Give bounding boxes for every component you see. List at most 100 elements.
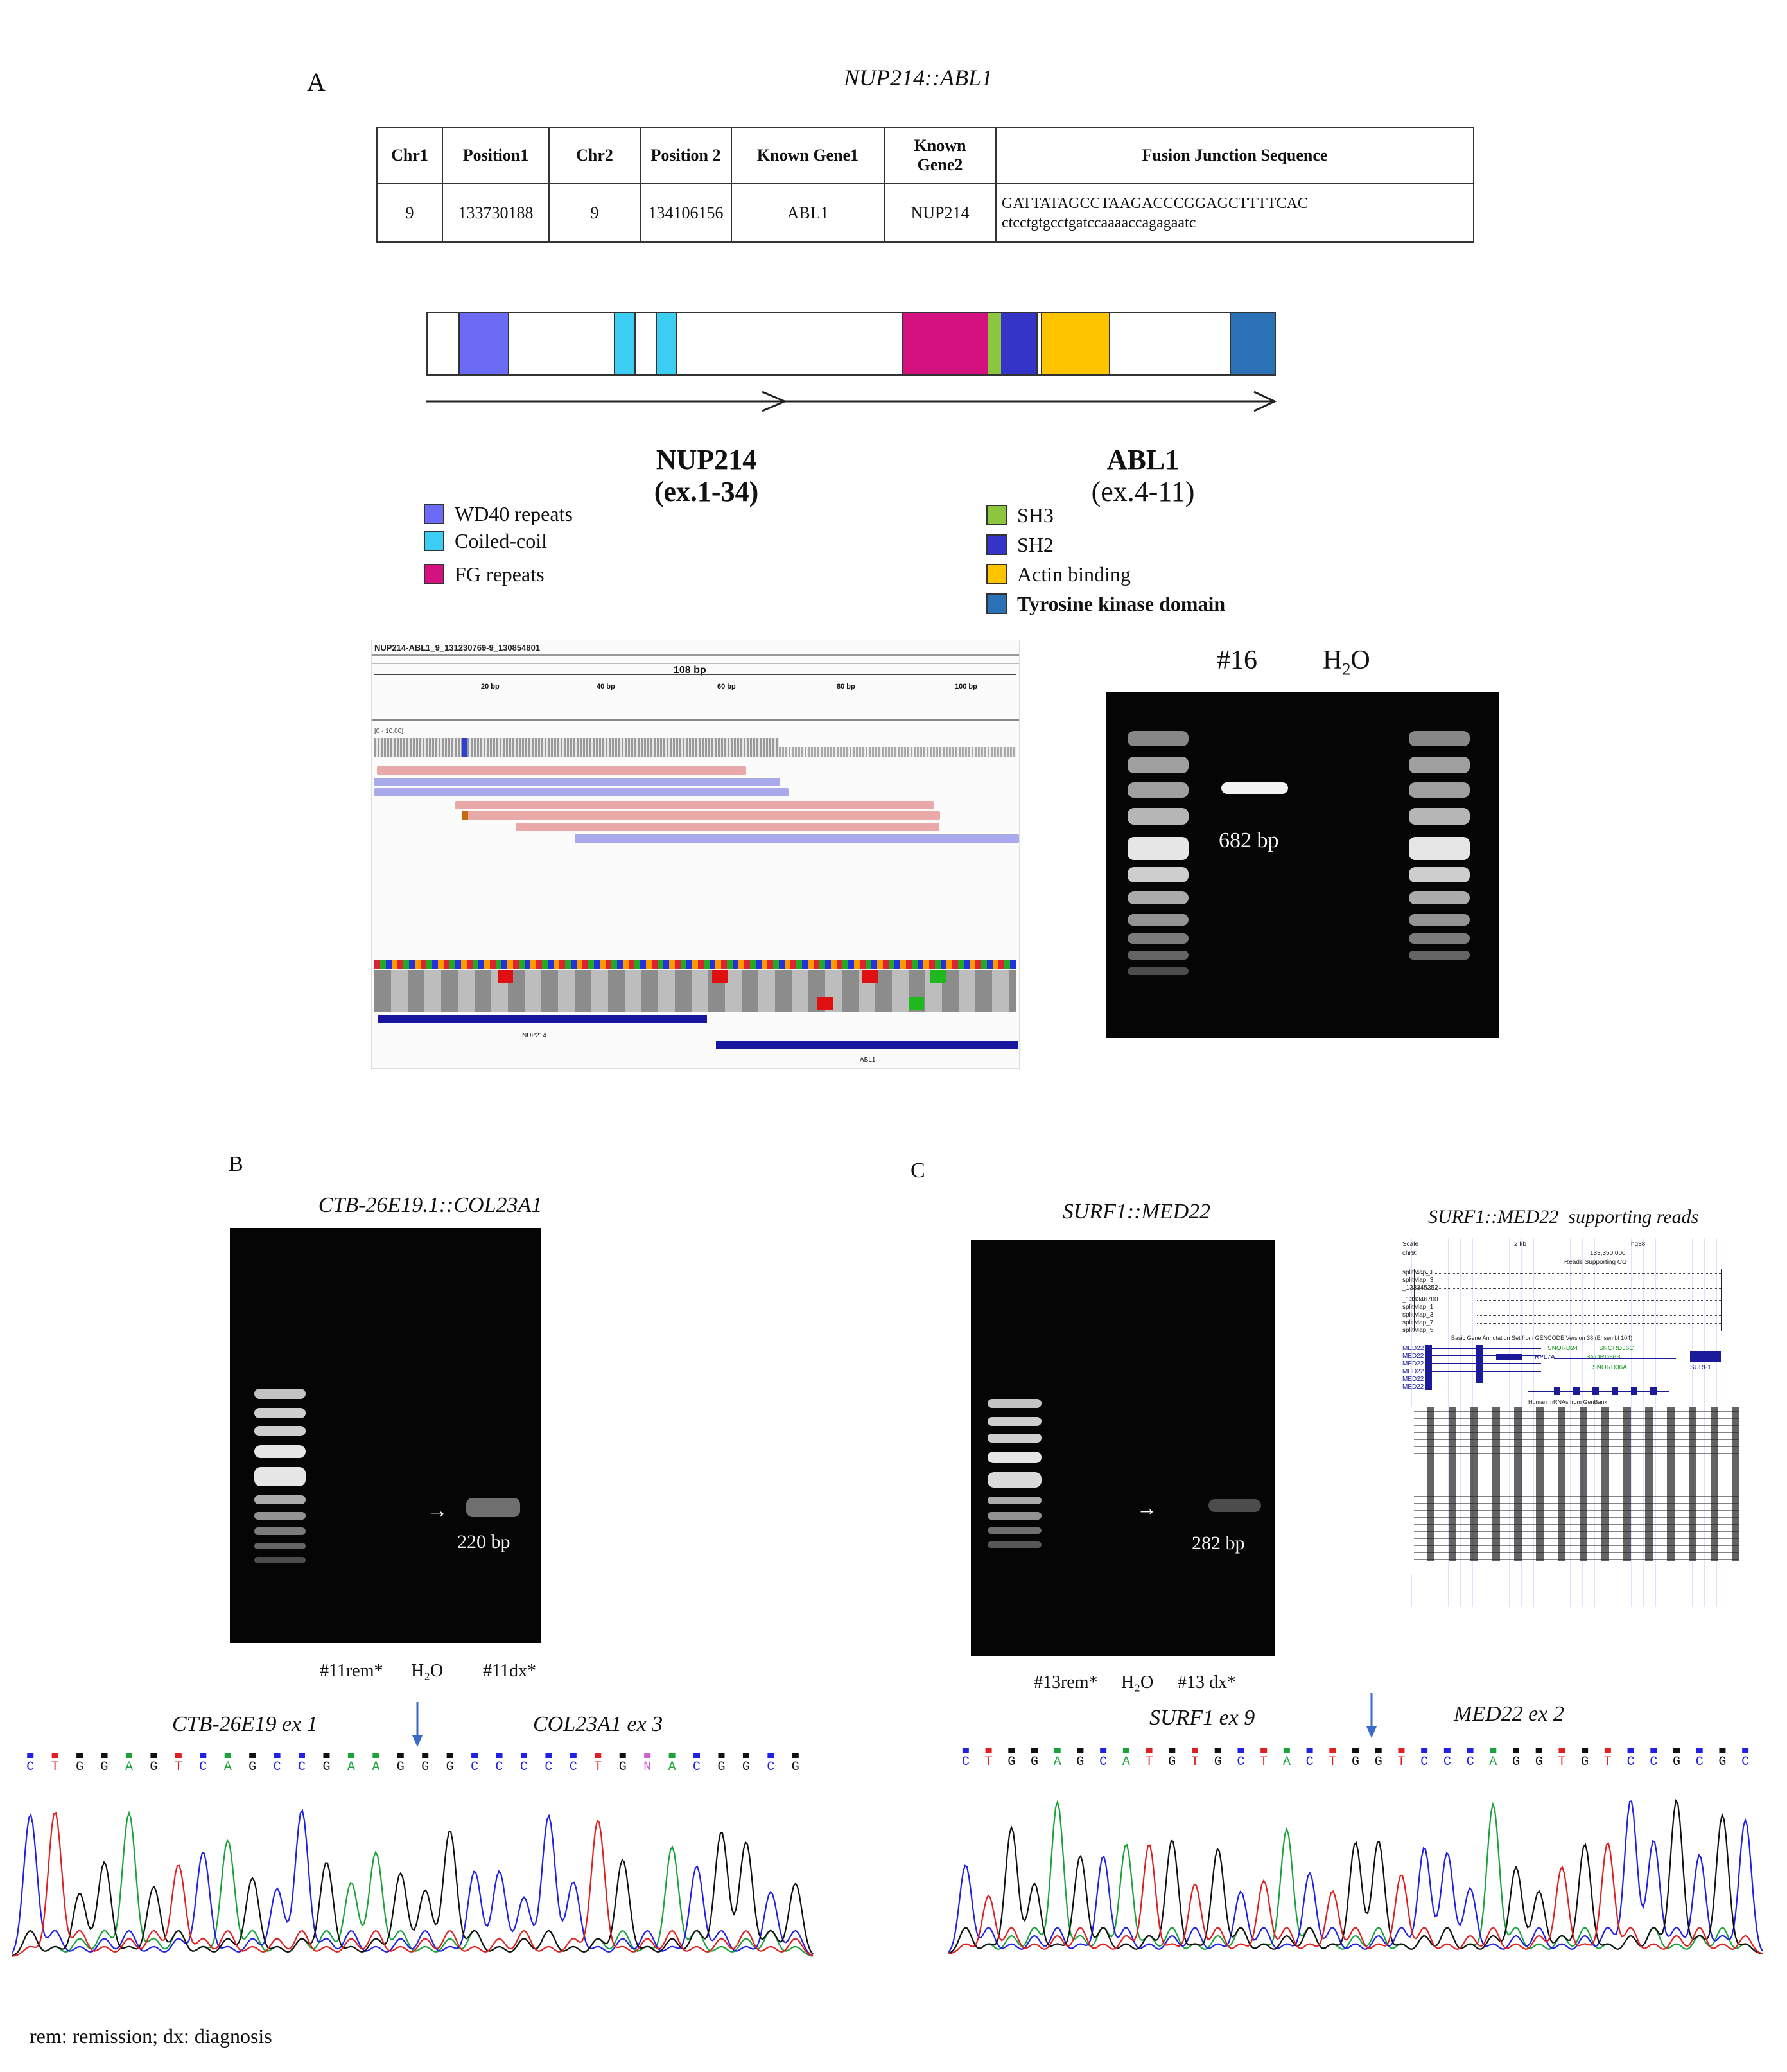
chromatogram-c-base-call: C [1420,1755,1428,1769]
chromatogram-b-quality-tick [76,1753,83,1758]
cell-chr2: 9 [548,183,641,243]
igv-tick-100: 100 bp [955,683,977,690]
chromatogram-c-quality-tick [1008,1748,1015,1753]
header-fusion-junction: Fusion Junction Sequence [995,127,1474,184]
gel-b-lane-rem: #11rem* [320,1661,383,1681]
ladder-band [1128,867,1189,882]
split-read-7 [1477,1323,1721,1324]
chromatogram-c-base-call: G [1352,1755,1359,1769]
gene-span-arrows [426,391,1277,412]
chromatogram-c-base-call: A [1283,1755,1291,1769]
rpl7a-exons [1554,1387,1669,1395]
chromatogram-c-quality-tick [1627,1748,1634,1753]
chromatogram-c-base-call: G [1581,1755,1589,1769]
gel-b-ladder [254,1389,312,1581]
chromatogram-c-base-call: T [1604,1755,1612,1769]
igv-span-line [374,674,1016,675]
chromatogram-c-quality-tick [1375,1748,1382,1753]
gene-label-med22-2: MED22 [1402,1353,1424,1360]
ladder-band [1128,933,1189,944]
igv-stop-codon-1 [498,970,513,983]
chromatogram-c-base-call: T [1260,1755,1268,1769]
ladder-band [254,1467,306,1486]
track-name-2: splitMap_3 [1402,1277,1434,1284]
chromatogram-c-quality-tick [1077,1748,1084,1753]
chromatogram-b-quality-tick [397,1753,404,1758]
ladder-band [1409,782,1470,798]
browser-scale: Scale [1402,1241,1419,1248]
chromatogram-c-base-call: G [1214,1755,1222,1769]
chromatogram-b-base-call: C [767,1760,774,1775]
chromatogram-b-base-call: G [248,1760,256,1775]
legend-fg-swatch [424,564,444,584]
chromatogram-b-base-call: C [545,1760,552,1775]
browser-junction-right [1721,1269,1722,1331]
chromatogram-c-trace-t [948,1842,1763,1954]
chromatogram-c-base-call: C [1627,1755,1635,1769]
ladder-band [254,1445,306,1458]
igv-read-6 [516,823,939,831]
chromatogram-c-trace-g [948,1798,1763,1954]
igv-read-5 [462,811,940,820]
track-name-6: splitMap_3 [1402,1312,1434,1319]
header-known-gene2: Known Gene2 [884,127,997,184]
chromatogram-c-quality-tick [1650,1748,1657,1753]
igv-read-5-mismatch [462,811,468,820]
legend-coiled-coil-label: Coiled-coil [455,529,547,552]
browser-coordinate: 133,350,000 [1590,1250,1626,1257]
snord-label-4: SNORD36A [1592,1364,1627,1371]
fusion-protein-diagram [426,312,1276,376]
chromatogram-c-base-call: T [1191,1755,1199,1769]
gel-b-lane-h2o: H₂O [411,1661,444,1681]
chromatogram-b-quality-tick [644,1753,651,1758]
browser-reads-label: Reads Supporting CG [1564,1259,1627,1266]
chromatogram-b-base-call: C [26,1760,34,1775]
legend-fg: FG repeats [424,563,545,586]
panel-c-letter: C [911,1159,925,1182]
seq-b-left-label: CTB-26E19 ex 1 [172,1712,318,1736]
split-read-5 [1477,1308,1721,1309]
domain-actin-binding [1041,313,1110,374]
split-read-6 [1477,1315,1721,1317]
chromatogram-c-base-call: T [1146,1755,1153,1769]
legend-tk-label: Tyrosine kinase domain [1017,592,1226,615]
chromatogram-b-base-call: A [224,1760,232,1775]
ladder-band [254,1512,306,1520]
chromatogram-b-base-call: G [101,1760,109,1775]
gel-c-lane-rem: #13rem* [1034,1673,1098,1692]
ladder-band [1409,837,1470,860]
chromatogram-b-base-call: G [619,1760,627,1775]
igv-stop-codon-2 [712,970,728,983]
chromatogram-b-quality-tick [125,1753,132,1758]
chromatogram-b-quality-tick [51,1753,58,1758]
chromatogram-b-base-call: G [742,1760,750,1775]
seq-c-right-label: MED22 ex 2 [1454,1702,1564,1726]
split-read-1 [1414,1273,1721,1274]
gel-c-arrow: → [1137,1497,1157,1520]
track-name-4: _133346700 [1402,1296,1438,1303]
med22-model-3 [1425,1363,1541,1364]
seq-c-left-label: SURF1 ex 9 [1149,1706,1255,1730]
h2o-o: O [1350,645,1370,675]
split-read-2 [1414,1281,1721,1282]
domain-coiled-coil-1 [614,313,636,374]
igv-view: NUP214-ABL1_9_131230769-9_130854801 108 … [371,640,1020,1069]
chromatogram-b-base-call: C [520,1760,528,1775]
chromatogram-b-base-call: G [150,1760,157,1775]
igv-stop-codon-4 [817,997,833,1010]
chromatogram-c-quality-tick [1742,1748,1749,1753]
ladder-band [254,1527,306,1535]
chromatogram-b-base-call: G [397,1760,405,1775]
gel-a-lane-label-h2o: H2O [1323,645,1370,679]
snord-label-3: SNORD36B [1586,1354,1621,1361]
chromatogram-b-quality-tick [742,1753,749,1758]
chromatogram-b-quality-tick [619,1753,626,1758]
legend-sh2-swatch [986,534,1007,555]
gel-a-ladder-left [1121,718,1195,1026]
gel-a: 682 bp [1106,692,1499,1038]
chromatogram-c-base-call: C [1696,1755,1704,1769]
fusion-table-row: 9 133730188 9 134106156 ABL1 NUP214 GATT… [376,183,1474,243]
igv-gene-abl1 [716,1041,1018,1049]
cell-fusion-sequence: GATTATAGCCTAAGACCCGGAGCTTTTCAC ctcctgtgc… [995,183,1474,243]
chromatogram-c-quality-tick [1352,1748,1359,1753]
